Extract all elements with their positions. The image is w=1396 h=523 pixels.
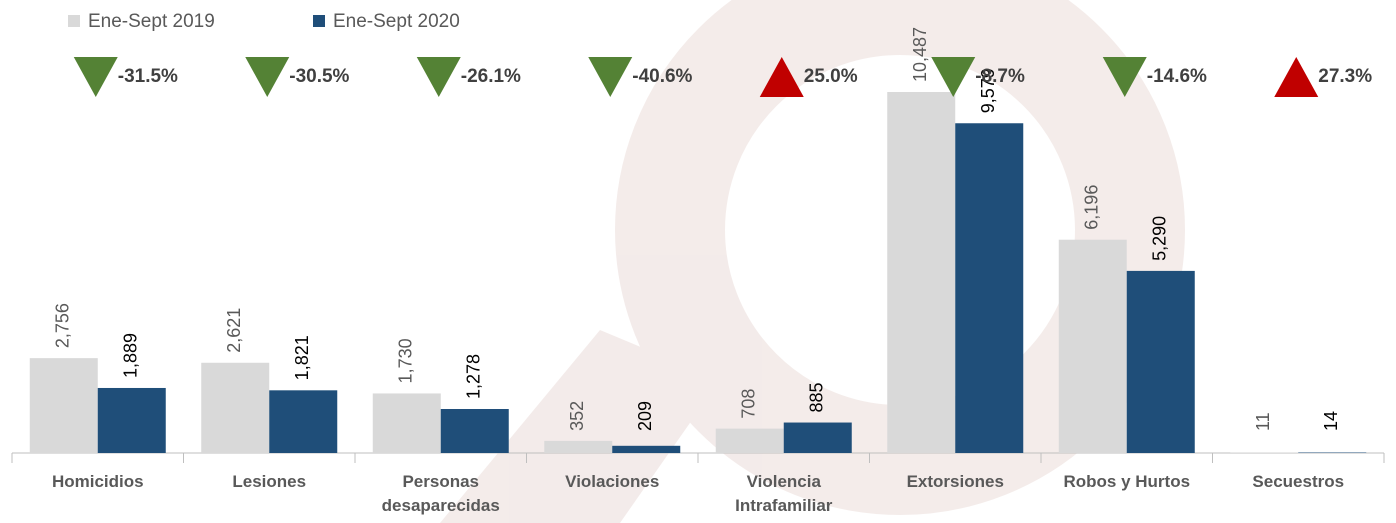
data-label: 885 bbox=[807, 382, 827, 412]
x-tick-label: Homicidios bbox=[18, 470, 178, 494]
legend-label: Ene-Sept 2020 bbox=[333, 11, 460, 32]
change-marker bbox=[417, 57, 461, 97]
x-tick-label: Robos y Hurtos bbox=[1047, 470, 1207, 494]
chart: Ene-Sept 2019 Ene-Sept 2020 2,756 1,889 -31.… bbox=[0, 0, 1396, 523]
bar bbox=[98, 388, 166, 453]
x-tick-label: Extorsiones bbox=[875, 470, 1035, 494]
legend-swatch bbox=[313, 15, 325, 27]
change-label: -40.6% bbox=[632, 66, 692, 87]
data-label: 11 bbox=[1253, 412, 1273, 431]
change-marker bbox=[588, 57, 632, 97]
change-label: -31.5% bbox=[118, 66, 178, 87]
data-label: 10,487 bbox=[910, 27, 930, 82]
bar bbox=[201, 363, 269, 453]
chart-svg: Ene-Sept 2019 Ene-Sept 2020 2,756 1,889 -31.… bbox=[0, 0, 1396, 523]
change-marker bbox=[245, 57, 289, 97]
data-label: 6,196 bbox=[1082, 185, 1102, 230]
x-tick-label: Violaciones bbox=[532, 470, 692, 494]
bar bbox=[887, 92, 955, 453]
data-label: 1,730 bbox=[396, 338, 416, 383]
change-label: 27.3% bbox=[1318, 66, 1372, 87]
bar bbox=[30, 358, 98, 453]
data-label: 2,621 bbox=[224, 308, 244, 353]
data-label: 5,290 bbox=[1150, 216, 1170, 261]
x-tick-label: Violencia Intrafamiliar bbox=[704, 470, 864, 518]
bar bbox=[373, 393, 441, 453]
data-label: 2,756 bbox=[53, 303, 73, 348]
change-label: -26.1% bbox=[461, 66, 521, 87]
change-label: -30.5% bbox=[289, 66, 349, 87]
bar bbox=[441, 409, 509, 453]
bar bbox=[269, 390, 337, 453]
change-label: -8.7% bbox=[975, 66, 1025, 87]
bar bbox=[784, 423, 852, 453]
bar bbox=[612, 446, 680, 453]
data-label: 1,278 bbox=[464, 354, 484, 399]
bar bbox=[544, 441, 612, 453]
change-marker bbox=[74, 57, 118, 97]
bar bbox=[1059, 240, 1127, 453]
x-tick-label: Personas desaparecidas bbox=[361, 470, 521, 518]
legend-label: Ene-Sept 2019 bbox=[88, 11, 215, 32]
data-label: 1,889 bbox=[121, 333, 141, 378]
data-label: 209 bbox=[635, 401, 655, 431]
change-marker bbox=[931, 57, 975, 97]
x-tick-label: Secuestros bbox=[1218, 470, 1378, 494]
data-label: 708 bbox=[739, 389, 759, 419]
change-label: 25.0% bbox=[804, 66, 858, 87]
x-tick-label: Lesiones bbox=[189, 470, 349, 494]
data-label: 1,821 bbox=[292, 335, 312, 380]
bar bbox=[716, 429, 784, 453]
data-label: 352 bbox=[567, 401, 587, 431]
bar bbox=[955, 123, 1023, 453]
data-label: 14 bbox=[1321, 411, 1341, 431]
bar bbox=[1127, 271, 1195, 453]
change-marker bbox=[1274, 57, 1318, 97]
legend-swatch bbox=[68, 15, 80, 27]
change-label: -14.6% bbox=[1147, 66, 1207, 87]
